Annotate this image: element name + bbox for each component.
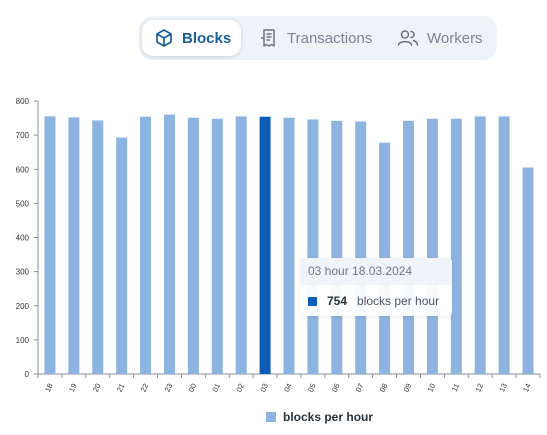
bar-11	[450, 118, 462, 374]
tab-workers[interactable]: Workers	[385, 20, 493, 56]
x-tick-label: 23	[163, 382, 175, 393]
y-tick-label: 500	[16, 199, 30, 208]
legend-label: blocks per hour	[283, 410, 374, 424]
bar-13	[498, 116, 510, 374]
bar-20	[92, 120, 104, 374]
chart-legend[interactable]: blocks per hour	[266, 410, 373, 424]
tab-transactions-label: Transactions	[287, 29, 373, 47]
y-tick-label: 600	[16, 165, 30, 174]
x-tick-label: 13	[497, 382, 509, 393]
users-icon	[397, 28, 419, 48]
bar-10	[426, 118, 438, 374]
bar-21	[116, 137, 128, 374]
x-tick-label: 21	[115, 382, 127, 393]
bar-19	[68, 117, 80, 374]
bar-01	[211, 118, 223, 374]
x-tick-label: 05	[306, 382, 318, 393]
legend-swatch	[266, 412, 276, 422]
tab-transactions[interactable]: Transactions	[247, 20, 379, 56]
tab-blocks-label: Blocks	[182, 29, 232, 47]
y-tick-label: 100	[16, 336, 30, 345]
bar-14	[522, 167, 534, 374]
tooltip-swatch	[308, 296, 317, 306]
y-tick-label: 400	[16, 234, 30, 243]
bar-04	[283, 117, 295, 374]
bar-02	[235, 116, 247, 374]
tab-blocks[interactable]: Blocks	[142, 20, 241, 56]
view-tabs: Blocks Transactions Workers	[139, 16, 497, 60]
bar-18	[44, 116, 56, 374]
tooltip-title: 03 hour 18.03.2024	[300, 258, 452, 285]
bar-06	[331, 120, 343, 374]
x-tick-label: 02	[234, 382, 246, 393]
chart-tooltip: 03 hour 18.03.2024 754 blocks per hour	[300, 258, 452, 316]
x-tick-label: 06	[330, 382, 342, 393]
x-tick-label: 20	[91, 382, 103, 393]
bar-03	[259, 116, 271, 374]
x-tick-label: 18	[43, 382, 55, 393]
x-tick-label: 11	[450, 382, 461, 393]
y-tick-label: 200	[16, 302, 30, 311]
x-tick-label: 10	[426, 382, 438, 393]
tooltip-row: 754 blocks per hour	[308, 294, 439, 308]
receipt-icon	[259, 28, 279, 48]
y-tick-label: 700	[16, 131, 30, 140]
x-tick-label: 01	[210, 382, 222, 393]
tooltip-value: 754	[327, 294, 348, 308]
bar-05	[307, 119, 319, 374]
x-tick-label: 03	[258, 382, 270, 393]
bar-chart: 0 100 200 300 400 500 600 700 800 18 19 20 21 22 23 00 0…	[16, 97, 541, 393]
x-tick-label: 19	[67, 382, 79, 393]
bar-12	[474, 116, 486, 374]
tab-workers-label: Workers	[427, 29, 483, 47]
x-tick-label: 08	[378, 382, 390, 393]
x-tick-label: 22	[139, 382, 151, 393]
x-tick-label: 00	[187, 382, 199, 393]
bar-22	[140, 116, 152, 374]
x-tick-label: 09	[402, 382, 414, 393]
bar-23	[163, 114, 175, 375]
cube-icon	[154, 28, 174, 48]
bar-00	[187, 117, 199, 374]
bar-09	[403, 120, 415, 374]
y-tick-label: 800	[16, 97, 30, 106]
x-tick-label: 04	[282, 382, 294, 393]
bar-07	[355, 121, 367, 374]
x-tick-label: 07	[354, 382, 366, 393]
x-tick-label: 14	[521, 382, 533, 393]
y-tick-label: 300	[16, 268, 30, 277]
x-tick-label: 12	[473, 382, 485, 393]
y-tick-label: 0	[25, 370, 30, 379]
tooltip-series-label: blocks per hour	[357, 294, 440, 308]
